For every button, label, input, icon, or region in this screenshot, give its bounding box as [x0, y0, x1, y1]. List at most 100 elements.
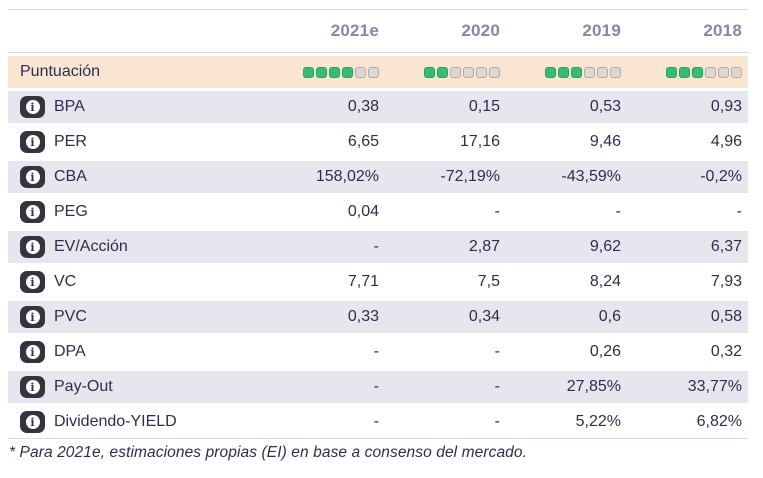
metric-label-cell: i DPA: [8, 341, 264, 363]
metric-value: 7,93: [710, 273, 742, 290]
score-square-empty: [476, 66, 487, 78]
info-icon[interactable]: i: [20, 376, 45, 398]
metric-label: Pay-Out: [54, 378, 113, 395]
score-square-filled: [692, 66, 703, 78]
score-label-cell: Puntuación: [8, 63, 264, 81]
metric-value: -: [494, 413, 500, 430]
score-square-empty: [463, 66, 474, 78]
metric-value: -: [373, 378, 379, 395]
metric-value: 5,22%: [575, 413, 621, 430]
info-icon-glyph: i: [25, 380, 40, 394]
info-icon[interactable]: i: [20, 166, 45, 188]
score-square-empty: [597, 66, 608, 78]
table-row: i Pay-Out - - 27,85% 33,77%: [8, 368, 748, 403]
info-icon[interactable]: i: [20, 96, 45, 118]
metric-label: Dividendo-YIELD: [54, 413, 177, 430]
metrics-table: 2021e 2020 2019 2018 Puntuación i BPA 0,38…: [8, 9, 748, 439]
metric-value: 0,33: [347, 308, 379, 325]
metric-value: 2,87: [468, 238, 500, 255]
score-cell: [385, 66, 506, 78]
column-header-2019: 2019: [582, 21, 621, 40]
metric-value: -43,59%: [561, 168, 621, 185]
info-icon[interactable]: i: [20, 271, 45, 293]
metric-value: 8,24: [589, 273, 621, 290]
metric-value: -: [494, 378, 500, 395]
metric-value: 0,93: [710, 98, 742, 115]
metric-label-cell: i VC: [8, 271, 264, 293]
metric-value: -: [373, 343, 379, 360]
metric-value: 9,46: [589, 133, 621, 150]
metric-value: -: [736, 203, 742, 220]
info-icon-glyph: i: [25, 240, 40, 254]
metric-value: 0,32: [710, 343, 742, 360]
metric-value: 17,16: [459, 133, 500, 150]
metric-label-cell: i BPA: [8, 96, 264, 118]
metric-label: EV/Acción: [54, 238, 128, 255]
metric-value: 6,82%: [696, 413, 742, 430]
info-icon-glyph: i: [25, 345, 40, 359]
score-square-empty: [450, 66, 461, 78]
metric-label-cell: i PER: [8, 131, 264, 153]
score-row: Puntuación: [8, 53, 748, 88]
info-icon[interactable]: i: [20, 131, 45, 153]
metric-value: 0,04: [347, 203, 379, 220]
metric-label: PER: [54, 133, 87, 150]
info-icon-glyph: i: [25, 170, 40, 184]
info-icon-glyph: i: [25, 275, 40, 289]
info-icon[interactable]: i: [20, 236, 45, 258]
score-square-empty: [610, 66, 621, 78]
score-square-filled: [666, 66, 677, 78]
info-icon-glyph: i: [25, 310, 40, 324]
metric-value: -: [494, 343, 500, 360]
column-header-2020: 2020: [461, 21, 500, 40]
metric-value: 0,38: [347, 98, 379, 115]
metric-value: -: [615, 203, 621, 220]
score-square-empty: [705, 66, 716, 78]
metric-label: BPA: [54, 98, 85, 115]
score-square-empty: [368, 66, 379, 78]
score-square-filled: [679, 66, 690, 78]
metric-value: 0,53: [589, 98, 621, 115]
column-header-2018: 2018: [703, 21, 742, 40]
table-row: i VC 7,71 7,5 8,24 7,93: [8, 263, 748, 298]
metric-value: 4,96: [710, 133, 742, 150]
metric-value: 0,26: [589, 343, 621, 360]
score-square-filled: [329, 66, 340, 78]
column-header-2021e: 2021e: [330, 21, 379, 40]
info-icon[interactable]: i: [20, 306, 45, 328]
info-icon[interactable]: i: [20, 341, 45, 363]
score-cell: [264, 66, 385, 78]
info-icon[interactable]: i: [20, 201, 45, 223]
score-square-filled: [303, 66, 314, 78]
info-icon-glyph: i: [25, 415, 40, 429]
score-square-empty: [355, 66, 366, 78]
score-square-filled: [545, 66, 556, 78]
score-square-filled: [316, 66, 327, 78]
table-row: i CBA 158,02% -72,19% -43,59% -0,2%: [8, 158, 748, 193]
metric-label: VC: [54, 273, 77, 290]
table-header: 2021e 2020 2019 2018: [8, 10, 748, 53]
table-row: i PEG 0,04 - - -: [8, 193, 748, 228]
info-icon-glyph: i: [25, 205, 40, 219]
table-row: i EV/Acción - 2,87 9,62 6,37: [8, 228, 748, 263]
metric-value: 0,15: [468, 98, 500, 115]
score-square-empty: [718, 66, 729, 78]
info-icon[interactable]: i: [20, 411, 45, 433]
metric-value: 0,6: [598, 308, 621, 325]
table-row: i BPA 0,38 0,15 0,53 0,93: [8, 88, 748, 123]
metric-value: -: [494, 203, 500, 220]
score-square-filled: [437, 66, 448, 78]
metric-value: -72,19%: [440, 168, 500, 185]
metric-value: 9,62: [589, 238, 621, 255]
info-icon-glyph: i: [25, 135, 40, 149]
score-label: Puntuación: [20, 63, 101, 80]
score-square-filled: [558, 66, 569, 78]
metric-value: 33,77%: [687, 378, 742, 395]
metric-label: CBA: [54, 168, 87, 185]
metric-label-cell: i CBA: [8, 166, 264, 188]
metric-label-cell: i Dividendo-YIELD: [8, 411, 264, 433]
metric-label-cell: i PEG: [8, 201, 264, 223]
metric-value: 27,85%: [566, 378, 621, 395]
metric-label-cell: i Pay-Out: [8, 376, 264, 398]
metric-label: PEG: [54, 203, 88, 220]
